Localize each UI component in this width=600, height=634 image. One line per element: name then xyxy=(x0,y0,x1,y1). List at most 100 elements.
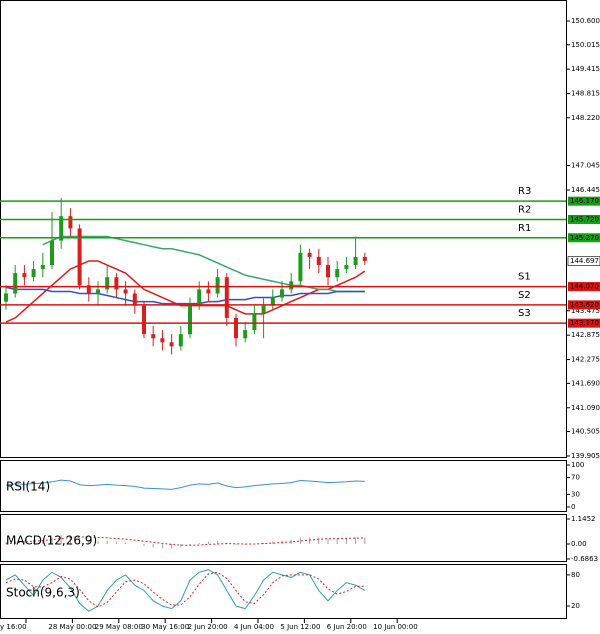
candle-body xyxy=(31,269,36,278)
moving-average xyxy=(5,260,366,323)
level-price-box xyxy=(568,282,600,292)
main-panel xyxy=(0,0,567,458)
rsi-panel xyxy=(0,460,567,512)
x-tick-label: 4 Jun 04:00 xyxy=(234,623,274,631)
candle-body xyxy=(68,216,73,229)
macd-signal xyxy=(5,536,365,546)
y-tick-label: 0.00 xyxy=(571,540,587,548)
y-tick-label: 143.475 xyxy=(571,307,600,315)
y-tick-label: 147.045 xyxy=(571,162,600,170)
candle-body xyxy=(142,305,146,335)
x-tick-label: 2 Jun 20:00 xyxy=(188,623,228,631)
y-tick-label: 148.815 xyxy=(571,90,600,98)
candle-body xyxy=(280,289,284,298)
y-tick-label: 20 xyxy=(571,602,580,610)
level-name: S1 xyxy=(518,272,531,283)
candle-body xyxy=(160,338,165,343)
candle-body xyxy=(252,313,257,331)
candle-body xyxy=(298,252,303,282)
current-price-label: 144.697 xyxy=(570,257,599,265)
x-tick-label: 5 Jun 12:00 xyxy=(280,623,320,631)
level-price-box xyxy=(568,214,600,224)
level-price-box xyxy=(568,300,600,310)
moving-average xyxy=(5,286,365,305)
moving-average xyxy=(42,235,365,293)
y-tick-label: 139.905 xyxy=(571,452,600,460)
candle-body xyxy=(114,277,119,290)
y-tick-label: 142.875 xyxy=(571,331,600,339)
indicator-label: RSI(14) xyxy=(6,480,50,494)
candle-body xyxy=(40,265,45,270)
candle-body xyxy=(353,256,358,266)
candle-body xyxy=(169,342,174,347)
y-tick-label: 150.015 xyxy=(571,41,600,49)
candle-body xyxy=(362,256,367,261)
y-tick-label: 142.275 xyxy=(571,356,600,364)
y-tick-label: 141.690 xyxy=(571,379,600,387)
y-tick-label: 140.505 xyxy=(571,428,600,436)
stoch-main xyxy=(5,569,366,612)
y-tick-label: 0 xyxy=(571,503,575,511)
current-price-box xyxy=(567,256,600,266)
candle-body xyxy=(270,297,275,306)
y-tick-label: 1.1452 xyxy=(571,515,596,523)
x-tick-label: 29 May 08:00 xyxy=(95,623,143,631)
stoch-panel xyxy=(0,564,567,619)
rsi-line xyxy=(5,479,365,490)
candle-body xyxy=(4,293,8,302)
candle-body xyxy=(13,273,18,294)
indicator-label: MACD(12,26,9) xyxy=(6,534,97,548)
level-price-label: 143.620 xyxy=(570,301,599,309)
candle-body xyxy=(344,265,349,270)
x-tick-label: y 16:00 xyxy=(0,623,27,631)
y-tick-label: -0.6863 xyxy=(571,555,598,563)
level-name: S3 xyxy=(518,308,531,319)
candle-body xyxy=(50,240,54,266)
y-tick-label: 30 xyxy=(571,490,580,498)
level-price-box xyxy=(568,318,600,328)
candle-body xyxy=(96,289,100,294)
y-tick-label: 149.415 xyxy=(571,65,600,73)
candle-body xyxy=(151,334,156,339)
y-tick-label: 80 xyxy=(571,571,580,579)
candle-body xyxy=(178,334,183,347)
level-name: S2 xyxy=(518,290,531,301)
candle-body xyxy=(243,330,248,339)
level-price-label: 145.720 xyxy=(570,215,599,223)
level-name: R2 xyxy=(518,204,531,215)
candle-body xyxy=(316,256,321,266)
level-name: R3 xyxy=(518,186,531,197)
macd-panel xyxy=(0,514,567,562)
y-tick-label: 146.445 xyxy=(571,186,600,194)
candle-body xyxy=(234,317,238,339)
candle-body xyxy=(289,281,294,290)
x-tick-label: 6 Jun 20:00 xyxy=(327,623,367,631)
candle-body xyxy=(206,289,211,294)
y-tick-label: 70 xyxy=(571,474,580,482)
y-tick-label: 150.600 xyxy=(571,17,600,25)
candle-body xyxy=(86,285,91,294)
x-tick-label: 28 May 00:00 xyxy=(48,623,96,631)
level-price-label: 144.070 xyxy=(570,283,599,291)
stoch-signal xyxy=(5,571,365,608)
level-price-label: 145.270 xyxy=(570,234,599,242)
candle-body xyxy=(197,289,202,306)
y-tick-label: 141.090 xyxy=(571,404,600,412)
indicator-label: Stoch(9,6,3) xyxy=(6,586,80,600)
candle-body xyxy=(215,277,220,294)
candle-body xyxy=(188,305,192,335)
candle-body xyxy=(123,289,128,294)
y-tick-label: 148.220 xyxy=(571,114,600,122)
level-price-label: 143.170 xyxy=(570,319,599,327)
candle-body xyxy=(335,269,340,278)
candle-body xyxy=(224,277,229,318)
candle-body xyxy=(105,277,110,290)
level-price-box xyxy=(568,233,600,243)
candle-body xyxy=(77,228,82,286)
x-tick-label: 10 Jun 00:00 xyxy=(373,623,417,631)
level-name: R1 xyxy=(518,223,531,234)
candle-body xyxy=(326,265,330,278)
x-tick-label: 30 May 16:00 xyxy=(141,623,189,631)
candle-body xyxy=(261,305,266,314)
